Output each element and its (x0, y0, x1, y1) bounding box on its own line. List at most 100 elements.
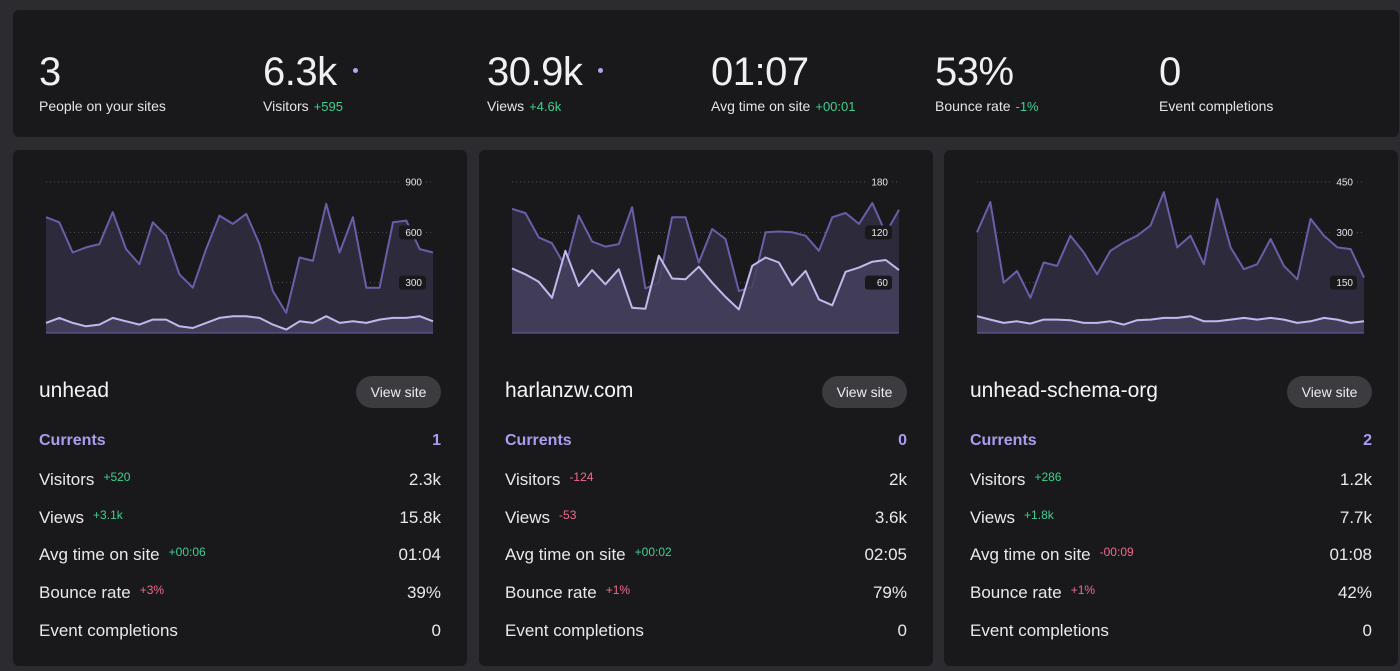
metric-delta: +3% (139, 583, 165, 597)
metric-label-group: Bounce rate +1% (505, 583, 630, 603)
metric-value: 0 (897, 621, 907, 640)
view-site-button[interactable]: View site (1287, 376, 1372, 408)
metric-delta: +1% (1070, 583, 1096, 597)
metric-value: 0 (431, 621, 441, 640)
metric-label: Currents (505, 432, 572, 449)
y-tick-label: 300 (405, 278, 422, 289)
stat-visitors[interactable]: 6.3k Visitors +595 (263, 50, 358, 114)
metric-label-group: Avg time on site +00:06 (39, 545, 206, 565)
metric-label: Avg time on site (970, 545, 1091, 564)
metric-label: Visitors (39, 470, 95, 489)
metric-delta: +00:06 (168, 545, 206, 559)
metric-value: 39% (406, 583, 441, 602)
metric-label-group: Views -53 (505, 508, 576, 528)
tick-label-bg (865, 175, 892, 189)
metric-value: 1.2k (1339, 470, 1372, 489)
visitors-line (976, 315, 1365, 326)
stat-delta: -1% (1015, 99, 1039, 114)
stat-value-row: 30.9k (487, 50, 604, 94)
metric-label: Views (505, 508, 551, 527)
metric-row: Event completions 0 (39, 621, 441, 645)
metric-row: Avg time on site -00:09 01:08 (970, 545, 1372, 569)
metric-label: Event completions (970, 621, 1109, 640)
metric-label-group: Avg time on site +00:02 (505, 545, 672, 565)
metric-label: Views (39, 508, 85, 527)
metric-label: Event completions (39, 621, 178, 640)
metric-value: 2 (1363, 432, 1372, 449)
metric-label-group: Currents (970, 432, 1037, 450)
y-tick-label: 60 (877, 278, 889, 289)
stat-label-row: Avg time on site +00:01 (711, 98, 855, 114)
summary-panel: 3 People on your sites 6.3k Visitors +595… (13, 10, 1399, 137)
site-card: 900 600 300 unhead View site Currents 1 Visitor… (13, 150, 467, 666)
metric-row: Bounce rate +3% 39% (39, 583, 441, 607)
stat-value: 30.9k (487, 50, 583, 94)
metric-delta: -00:09 (1099, 545, 1134, 559)
metric-label-group: Visitors +286 (970, 470, 1061, 490)
site-chart: 450 300 150 (976, 175, 1365, 334)
metric-label: Avg time on site (505, 545, 626, 564)
metric-delta: +1.8k (1024, 508, 1054, 522)
metric-label: Avg time on site (39, 545, 160, 564)
site-card: 180 120 60 harlanzw.com View site Currents 0 Vi… (479, 150, 933, 666)
views-line (45, 202, 434, 314)
stat-label: Bounce rate (935, 98, 1011, 114)
stat-value-row: 6.3k (263, 50, 358, 94)
metric-value: 2.3k (408, 470, 441, 489)
metric-value: 02:05 (864, 545, 907, 564)
metric-label: Currents (39, 432, 106, 449)
metric-row: Currents 0 (505, 432, 907, 456)
stat-label: Visitors (263, 98, 309, 114)
metric-label: Bounce rate (39, 583, 131, 602)
metric-row: Avg time on site +00:02 02:05 (505, 545, 907, 569)
metric-value: 0 (898, 432, 907, 449)
metric-label: Event completions (505, 621, 644, 640)
stat-label-row: Visitors +595 (263, 98, 358, 114)
metric-label: Views (970, 508, 1016, 527)
metric-label: Bounce rate (970, 583, 1062, 602)
metric-delta: -124 (569, 470, 594, 484)
tick-label-bg (1330, 175, 1357, 189)
metric-label-group: Event completions (505, 621, 644, 641)
stat-value: 0 (1159, 50, 1181, 94)
metric-label-group: Bounce rate +1% (970, 583, 1095, 603)
stat-avg-time: 01:07 Avg time on site +00:01 (711, 50, 855, 114)
y-tick-label: 150 (1336, 278, 1353, 289)
metric-label-group: Currents (39, 432, 106, 450)
metric-label-group: Avg time on site -00:09 (970, 545, 1134, 565)
stat-value: 3 (39, 50, 61, 94)
metric-label-group: Event completions (39, 621, 178, 641)
site-chart: 180 120 60 (511, 175, 900, 334)
stat-label-row: Event completions (1159, 98, 1273, 114)
stat-views[interactable]: 30.9k Views +4.6k (487, 50, 604, 114)
metric-label-group: Views +1.8k (970, 508, 1054, 528)
metric-row: Views +3.1k 15.8k (39, 508, 441, 532)
stat-people: 3 People on your sites (39, 50, 166, 114)
site-card: 450 300 150 unhead-schema-org View site Curre… (944, 150, 1398, 666)
metric-label-group: Event completions (970, 621, 1109, 641)
visitors-area (977, 316, 1364, 333)
metric-label: Bounce rate (505, 583, 597, 602)
metric-row: Currents 2 (970, 432, 1372, 456)
view-site-button[interactable]: View site (356, 376, 441, 408)
visitors-area (512, 250, 899, 333)
tick-label-bg (1330, 275, 1357, 290)
metric-row: Currents 1 (39, 432, 441, 456)
metric-row: Visitors -124 2k (505, 470, 907, 494)
tick-label-bg (865, 275, 892, 290)
stat-label: Views (487, 98, 525, 114)
tick-label-bg (399, 225, 426, 240)
views-area (977, 192, 1364, 333)
metric-delta: -53 (559, 508, 577, 522)
y-tick-label: 600 (405, 228, 422, 239)
y-tick-label: 300 (1336, 228, 1353, 239)
view-site-button[interactable]: View site (822, 376, 907, 408)
metric-delta: +3.1k (93, 508, 123, 522)
metric-value: 2k (889, 470, 907, 489)
y-tick-label: 900 (405, 178, 422, 189)
metric-value: 15.8k (399, 508, 441, 527)
stat-value: 53% (935, 50, 1014, 94)
stat-label: Event completions (1159, 98, 1274, 114)
metric-delta: +00:02 (634, 545, 672, 559)
site-name: harlanzw.com (505, 379, 634, 402)
